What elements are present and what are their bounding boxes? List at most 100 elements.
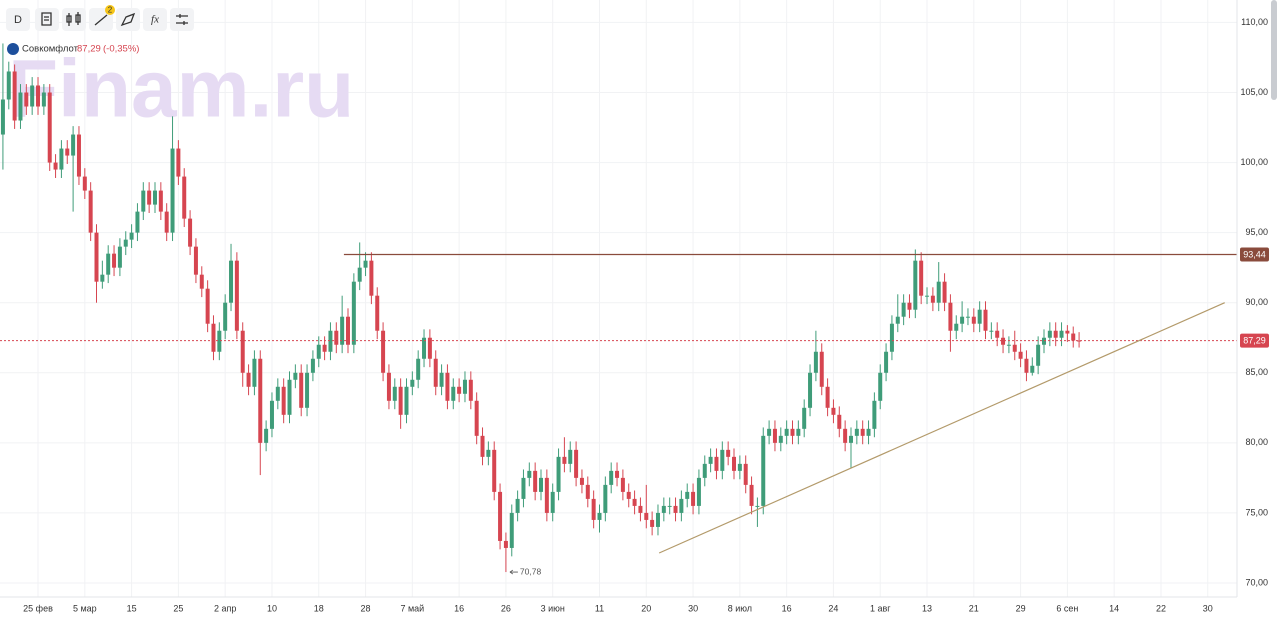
candle-body bbox=[515, 498, 520, 513]
candle-body bbox=[615, 470, 620, 478]
candle-body bbox=[176, 148, 181, 177]
candle-body bbox=[971, 316, 976, 324]
candle-body bbox=[94, 232, 99, 282]
candle-body bbox=[579, 477, 584, 485]
candle-body bbox=[252, 358, 257, 387]
candle-body bbox=[129, 232, 134, 240]
interval-label: D bbox=[14, 14, 22, 26]
y-tick-label: 90,00 bbox=[1245, 297, 1268, 307]
candle-body bbox=[696, 477, 701, 506]
x-tick-label: 11 bbox=[595, 603, 604, 613]
candle-body bbox=[895, 316, 900, 324]
candle-body bbox=[533, 470, 538, 492]
x-tick-label: 24 bbox=[828, 603, 838, 613]
candle-body bbox=[6, 71, 11, 100]
candle-body bbox=[790, 428, 795, 436]
candle-body bbox=[223, 302, 228, 331]
candle-body bbox=[509, 512, 514, 548]
candle-body bbox=[211, 323, 216, 352]
candle-body bbox=[1059, 330, 1064, 338]
candle-body bbox=[907, 302, 912, 310]
x-tick-label: 14 bbox=[1109, 603, 1119, 613]
scrollbar[interactable] bbox=[1271, 0, 1277, 100]
candle-body bbox=[474, 400, 479, 436]
interval-button[interactable] bbox=[6, 8, 30, 31]
candle-body bbox=[281, 386, 286, 415]
trend-line bbox=[658, 302, 1225, 554]
indicator-button[interactable] bbox=[143, 8, 167, 31]
candle-body bbox=[667, 505, 672, 507]
candle-body bbox=[305, 372, 310, 408]
candle-body bbox=[328, 330, 333, 352]
candle-body bbox=[427, 337, 432, 359]
candle-body bbox=[76, 134, 81, 177]
brush-button[interactable] bbox=[116, 8, 140, 31]
candle-body bbox=[650, 519, 655, 527]
candle-body bbox=[293, 372, 298, 380]
candle-body bbox=[275, 386, 280, 401]
x-tick-label: 15 bbox=[127, 603, 137, 613]
candle-body bbox=[59, 148, 64, 170]
candle-body bbox=[901, 302, 906, 317]
candle-body bbox=[498, 491, 503, 541]
candle-body bbox=[345, 316, 350, 345]
x-tick-label: 10 bbox=[267, 603, 277, 613]
candle-body bbox=[152, 190, 157, 205]
candle-body bbox=[755, 505, 760, 507]
x-tick-label: 16 bbox=[782, 603, 792, 613]
candle-body bbox=[12, 71, 17, 121]
icon bbox=[41, 12, 52, 26]
candle-body bbox=[726, 449, 731, 457]
candle-body bbox=[808, 372, 813, 408]
candle-body bbox=[1071, 333, 1076, 341]
candle-body bbox=[919, 260, 924, 296]
candle-body bbox=[1053, 330, 1058, 338]
candle-body bbox=[357, 267, 362, 282]
candle-body bbox=[287, 379, 292, 415]
x-tick-label: 30 bbox=[1203, 603, 1213, 613]
candle-body bbox=[316, 344, 321, 359]
candle-body bbox=[568, 449, 573, 464]
candle-body bbox=[322, 344, 327, 352]
chart-type-button[interactable] bbox=[62, 8, 86, 31]
candle-body bbox=[422, 337, 427, 359]
x-tick-label: 18 bbox=[314, 603, 324, 613]
candle-body bbox=[188, 218, 193, 247]
candle-body bbox=[796, 428, 801, 436]
candle-body bbox=[1077, 340, 1082, 342]
candle-body bbox=[112, 253, 117, 268]
candle-body bbox=[819, 351, 824, 387]
candle-body bbox=[626, 491, 631, 499]
settings-button[interactable] bbox=[170, 8, 194, 31]
x-tick-label: 5 мар bbox=[73, 603, 97, 613]
candle-body bbox=[954, 323, 959, 331]
candle-body bbox=[913, 260, 918, 310]
candle-body bbox=[784, 428, 789, 436]
x-tick-label: 3 июн bbox=[541, 603, 565, 613]
candle-body bbox=[1001, 337, 1006, 345]
candle-body bbox=[88, 190, 93, 233]
candle-body bbox=[18, 92, 23, 121]
candle-body bbox=[30, 85, 35, 107]
candle-body bbox=[925, 295, 930, 297]
candle-body bbox=[147, 190, 152, 205]
candle-body bbox=[778, 435, 783, 443]
last-price: 87,29 bbox=[77, 44, 101, 55]
candle-body bbox=[802, 407, 807, 429]
candle-body bbox=[813, 351, 818, 373]
candle-body bbox=[831, 407, 836, 415]
x-tick-label: 6 сен bbox=[1056, 603, 1078, 613]
y-tick-label: 105,00 bbox=[1240, 87, 1268, 97]
candle-body bbox=[1018, 351, 1023, 359]
candle-body bbox=[825, 386, 830, 408]
y-tick-label: 110,00 bbox=[1241, 17, 1268, 27]
candle-body bbox=[486, 449, 491, 457]
candle-body bbox=[609, 470, 614, 485]
candle-body bbox=[603, 484, 608, 513]
candle-body bbox=[468, 379, 473, 401]
candle-body bbox=[492, 449, 497, 492]
candle-body bbox=[737, 463, 742, 471]
candle-body bbox=[679, 498, 684, 513]
candle-body bbox=[837, 414, 842, 429]
